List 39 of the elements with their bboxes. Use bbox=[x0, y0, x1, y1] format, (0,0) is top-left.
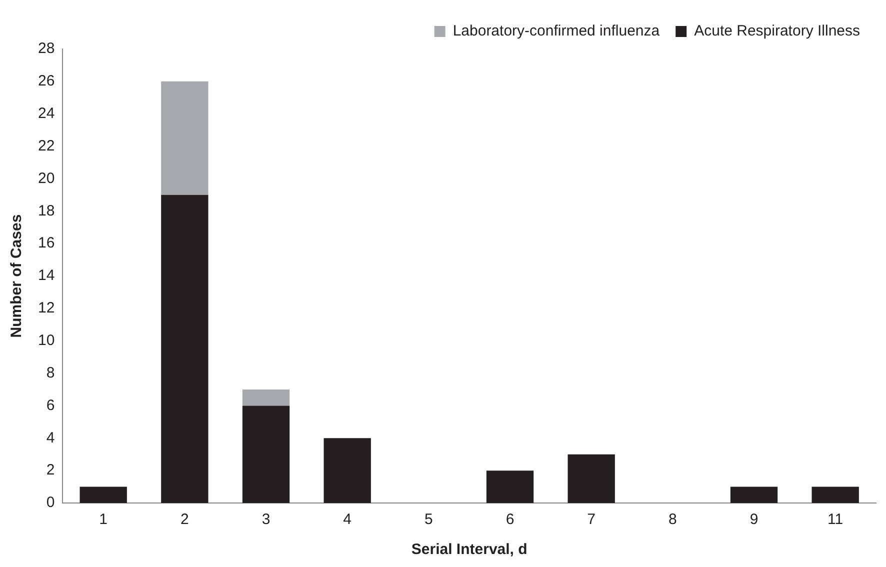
y-tick-label: 0 bbox=[46, 494, 55, 512]
bar bbox=[161, 194, 208, 503]
y-tick-label: 2 bbox=[46, 462, 55, 479]
y-axis-title: Number of Cases bbox=[8, 214, 26, 338]
x-tick-label: 5 bbox=[424, 511, 433, 528]
x-tick-label: 7 bbox=[587, 511, 596, 528]
x-tick-label: 11 bbox=[828, 511, 844, 528]
bar bbox=[324, 438, 371, 503]
bar bbox=[242, 406, 290, 503]
x-axis-title: Serial Interval, d bbox=[411, 541, 528, 558]
y-tick-label: 8 bbox=[46, 364, 55, 382]
y-tick-label: 22 bbox=[38, 137, 55, 154]
y-tick-label: 20 bbox=[38, 170, 55, 187]
bar bbox=[161, 81, 208, 195]
y-tick-label: 18 bbox=[38, 202, 55, 220]
y-tick-label: 4 bbox=[46, 429, 55, 446]
bar bbox=[568, 454, 615, 503]
x-tick-label: 8 bbox=[668, 511, 677, 528]
y-tick-label: 26 bbox=[38, 72, 55, 90]
y-tick-label: 10 bbox=[38, 332, 55, 349]
y-tick-label: 16 bbox=[38, 234, 55, 252]
bar bbox=[486, 470, 534, 503]
legend-label: Acute Respiratory Illness bbox=[694, 22, 860, 40]
y-tick-label: 12 bbox=[38, 300, 55, 317]
x-tick-label: 3 bbox=[262, 511, 270, 528]
bar bbox=[812, 486, 859, 503]
legend-label: Laboratory-confirmed influenza bbox=[452, 22, 660, 40]
y-tick-label: 14 bbox=[38, 267, 55, 284]
y-tick-label: 24 bbox=[38, 105, 55, 122]
x-tick-label: 1 bbox=[99, 511, 108, 528]
bar bbox=[730, 486, 778, 503]
y-tick-label: 6 bbox=[46, 396, 55, 414]
x-tick-label: 2 bbox=[180, 511, 189, 528]
x-tick-label: 9 bbox=[750, 511, 758, 528]
bar bbox=[80, 486, 127, 503]
x-tick-label: 4 bbox=[343, 511, 352, 528]
x-tick-label: 6 bbox=[506, 511, 514, 528]
bar bbox=[242, 390, 290, 406]
y-tick-label: 28 bbox=[38, 40, 55, 58]
